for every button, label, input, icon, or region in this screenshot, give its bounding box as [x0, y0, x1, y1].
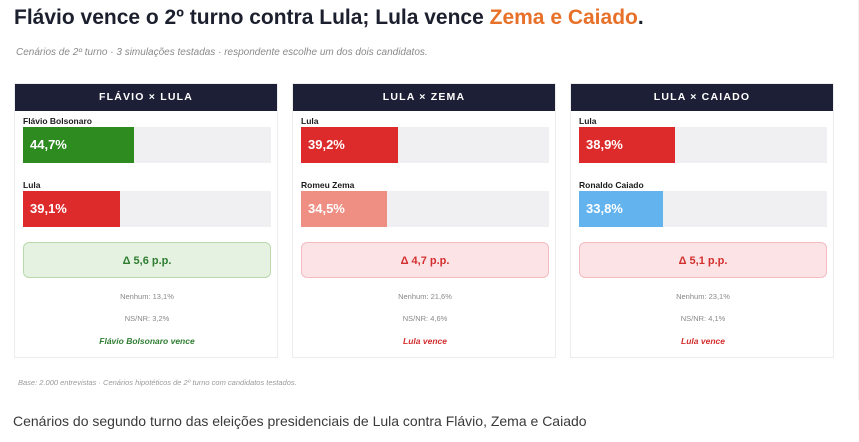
bar-value-label: 39,1% — [30, 201, 67, 216]
bar-ronaldo-caiado — [579, 191, 663, 227]
candidate-name: Lula — [579, 116, 597, 126]
nenhum-label: Nenhum: 21,6% — [398, 292, 452, 301]
candidate-row-romeu-zema: Romeu Zema 34,5% — [301, 180, 549, 227]
delta-badge: Δ 5,6 p.p. — [23, 242, 271, 278]
verdict-label: Lula vence — [403, 336, 447, 346]
bar-track: 39,2% — [301, 127, 549, 163]
nenhum-label: Nenhum: 23,1% — [676, 292, 730, 301]
bar-track: 39,1% — [23, 191, 271, 227]
bar-lula — [579, 127, 675, 163]
candidate-row-flavio-bolsonaro: Flávio Bolsonaro 44,7% — [23, 116, 271, 163]
scenario-panel-3: LULA × CAIADO Lula 38,9% Ronaldo Caiado 33,8… — [570, 83, 834, 358]
chart-title-end: . — [637, 6, 644, 29]
candidate-name: Lula — [23, 180, 41, 190]
bar-track: 38,9% — [579, 127, 827, 163]
chart-subtitle: Cenários de 2º turno · 3 simulações test… — [16, 47, 428, 58]
candidate-name: Romeu Zema — [301, 180, 355, 190]
scenario-panel-1: FLÁVIO × LULA Flávio Bolsonaro 44,7% Lula 39… — [14, 83, 278, 358]
panel-header: LULA × ZEMA — [293, 84, 555, 111]
candidate-row-lula: Lula 39,2% — [301, 116, 549, 163]
bar-lula — [23, 191, 120, 227]
bar-value-label: 38,9% — [586, 137, 623, 152]
nsnr-label: NS/NR: 3,2% — [124, 314, 170, 323]
panel-header: LULA × CAIADO — [571, 84, 833, 111]
candidate-name: Lula — [301, 116, 319, 126]
candidate-row-lula: Lula 38,9% — [579, 116, 827, 163]
delta-badge: Δ 5,1 p.p. — [579, 242, 827, 278]
chart-title-main: Flávio vence o 2º turno contra Lula; Lul… — [14, 6, 490, 29]
bar-value-label: 33,8% — [586, 201, 623, 216]
figure-caption: Cenários do segundo turno das eleições p… — [13, 413, 587, 429]
base-note: Base: 2.000 entrevistas · Cenários hipot… — [18, 378, 297, 387]
chart-card: Flávio vence o 2º turno contra Lula; Lul… — [14, 0, 859, 400]
chart-title-accent: Zema e Caiado — [489, 6, 638, 29]
nsnr-label: NS/NR: 4,6% — [402, 314, 448, 323]
delta-badge: Δ 4,7 p.p. — [301, 242, 549, 278]
panel-header: FLÁVIO × LULA — [15, 84, 277, 111]
candidate-row-lula: Lula 39,1% — [23, 180, 271, 227]
bar-track: 33,8% — [579, 191, 827, 227]
candidate-row-ronaldo-caiado: Ronaldo Caiado 33,8% — [579, 180, 827, 227]
nenhum-label: Nenhum: 13,1% — [120, 292, 174, 301]
bar-romeu-zema — [301, 191, 387, 227]
bar-track: 44,7% — [23, 127, 271, 163]
candidate-name: Flávio Bolsonaro — [23, 116, 92, 126]
verdict-label: Lula vence — [681, 336, 725, 346]
verdict-label: Flávio Bolsonaro vence — [99, 336, 195, 346]
bar-value-label: 44,7% — [30, 137, 67, 152]
bar-value-label: 34,5% — [308, 201, 345, 216]
scenario-panel-2: LULA × ZEMA Lula 39,2% Romeu Zema 34,5% Δ 4,7… — [292, 83, 556, 358]
bar-lula — [301, 127, 398, 163]
bar-flavio-bolsonaro — [23, 127, 134, 163]
nsnr-label: NS/NR: 4,1% — [680, 314, 726, 323]
candidate-name: Ronaldo Caiado — [579, 180, 644, 190]
chart-title: Flávio vence o 2º turno contra Lula; Lul… — [14, 6, 644, 30]
bar-track: 34,5% — [301, 191, 549, 227]
bar-value-label: 39,2% — [308, 137, 345, 152]
